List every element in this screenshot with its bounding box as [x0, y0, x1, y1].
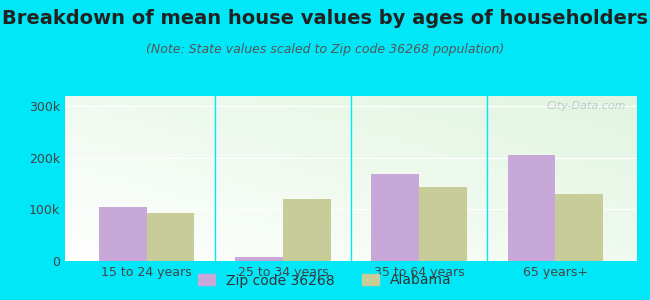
- Bar: [99, 207, 147, 261]
- Bar: [508, 155, 555, 261]
- Text: City-Data.com: City-Data.com: [546, 101, 625, 111]
- Text: Breakdown of mean house values by ages of householders: Breakdown of mean house values by ages o…: [2, 9, 648, 28]
- Bar: [235, 257, 283, 261]
- Bar: [283, 199, 331, 261]
- Bar: [419, 187, 467, 261]
- Text: (Note: State values scaled to Zip code 36268 population): (Note: State values scaled to Zip code 3…: [146, 44, 504, 56]
- Bar: [555, 194, 603, 261]
- Bar: [147, 213, 194, 261]
- Legend: Zip code 36268, Alabama: Zip code 36268, Alabama: [192, 268, 458, 293]
- Bar: [371, 174, 419, 261]
